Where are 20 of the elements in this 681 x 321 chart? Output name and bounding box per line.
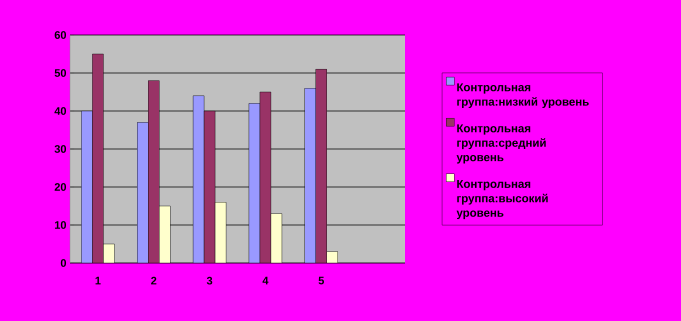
y-tick-label: 30 bbox=[54, 145, 66, 153]
legend-label: Контрольная группа:высокий уровень bbox=[456, 180, 548, 220]
x-tick-label: 4 bbox=[262, 276, 268, 284]
x-tick-label: 3 bbox=[206, 276, 212, 285]
bar bbox=[204, 111, 216, 264]
x-tick-label: 1 bbox=[96, 276, 101, 284]
y-tick-label: 0 bbox=[60, 259, 66, 267]
legend-label: Контрольная группа:средний уровень bbox=[456, 124, 546, 164]
x-tick-label: 2 bbox=[151, 276, 156, 284]
y-tick-label: 40 bbox=[54, 107, 66, 115]
bar bbox=[148, 80, 160, 264]
bar bbox=[260, 92, 271, 264]
bar bbox=[92, 54, 104, 264]
y-tick-label: 10 bbox=[54, 221, 66, 229]
legend-label: Контрольная группа:низкий уровень bbox=[457, 83, 589, 108]
y-tick-label: 60 bbox=[54, 31, 66, 39]
bar bbox=[316, 69, 327, 264]
x-tick-label: 5 bbox=[318, 276, 324, 284]
y-tick-label: 50 bbox=[54, 69, 66, 77]
y-tick-label: 20 bbox=[54, 183, 66, 191]
